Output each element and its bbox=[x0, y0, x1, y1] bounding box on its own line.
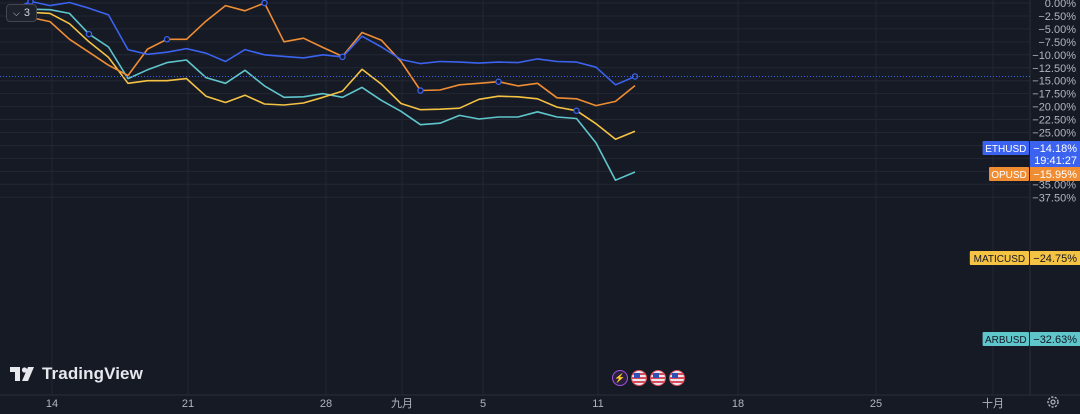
series-value-label: −15.95% bbox=[1033, 169, 1077, 181]
us-flag-icon[interactable] bbox=[669, 370, 685, 386]
y-tick-label: −10.00% bbox=[1032, 50, 1076, 62]
y-tick-label: −35.00% bbox=[1032, 179, 1076, 191]
y-tick-label: −20.00% bbox=[1032, 102, 1076, 114]
collapse-count: 3 bbox=[23, 7, 30, 19]
y-tick-label: −22.50% bbox=[1032, 115, 1076, 127]
chart-grid bbox=[0, 0, 1030, 395]
series-line-ethusd bbox=[10, 0, 636, 86]
tradingview-logo[interactable]: TradingView bbox=[10, 364, 143, 384]
x-tick-label: 25 bbox=[870, 398, 882, 410]
data-marker bbox=[85, 30, 93, 38]
x-tick-label: 11 bbox=[592, 398, 603, 410]
data-marker bbox=[631, 73, 639, 80]
data-marker bbox=[163, 36, 171, 43]
series-markers bbox=[7, 0, 639, 114]
tradingview-logo-text: TradingView bbox=[42, 364, 143, 383]
price-label-opusd: OPUSD −15.95% bbox=[989, 167, 1080, 181]
series-name-label: MATICUSD bbox=[974, 254, 1025, 265]
y-tick-label: −2.50% bbox=[1038, 11, 1076, 23]
series-line-maticusd bbox=[10, 7, 636, 140]
price-label-maticusd: MATICUSD −24.75% bbox=[969, 251, 1080, 265]
gear-icon[interactable] bbox=[1046, 395, 1060, 409]
y-tick-label: −37.50% bbox=[1032, 192, 1076, 204]
us-flag-icon[interactable] bbox=[650, 370, 666, 386]
y-tick-label: −17.50% bbox=[1032, 89, 1076, 101]
data-marker bbox=[339, 53, 346, 61]
data-marker bbox=[573, 107, 580, 114]
y-tick-label: −7.50% bbox=[1038, 37, 1076, 49]
series-value-label: −24.75% bbox=[1033, 253, 1077, 265]
series-lines bbox=[10, 0, 636, 181]
x-tick-label: 5 bbox=[480, 398, 486, 410]
series-name-label: OPUSD bbox=[991, 170, 1027, 181]
economic-events: ⚡ bbox=[612, 370, 685, 386]
us-flag-icon[interactable] bbox=[631, 370, 647, 386]
y-tick-label: −12.50% bbox=[1032, 63, 1076, 75]
tradingview-logo-icon bbox=[10, 367, 34, 381]
price-label-arbusd: ARBUSD −32.63% bbox=[982, 332, 1080, 346]
y-tick-label: −5.00% bbox=[1038, 24, 1076, 36]
price-label-ethusd: ETHUSD −14.18%19:41:27 bbox=[982, 141, 1080, 167]
series-line-opusd bbox=[10, 2, 636, 107]
x-tick-label: 21 bbox=[182, 398, 194, 410]
series-value-label: −14.18% bbox=[1033, 143, 1077, 155]
chevron-down-icon: ⌵ bbox=[13, 7, 20, 18]
y-tick-label: −15.00% bbox=[1032, 76, 1076, 88]
series-value-label: −32.63% bbox=[1033, 334, 1077, 346]
y-tick-label: −25.00% bbox=[1032, 128, 1076, 140]
data-marker bbox=[495, 78, 502, 85]
x-tick-label: 18 bbox=[732, 398, 744, 410]
series-line-arbusd bbox=[10, 6, 636, 181]
series-name-label: ARBUSD bbox=[985, 335, 1027, 346]
lightning-icon[interactable]: ⚡ bbox=[612, 370, 628, 386]
data-marker bbox=[261, 0, 268, 7]
collapse-legend-button[interactable]: ⌵ 3 bbox=[6, 4, 37, 22]
time-scale[interactable]: 14 21 28 九月 5 11 18 25 十月 bbox=[46, 396, 1004, 410]
data-marker bbox=[417, 87, 424, 94]
x-tick-label: 十月 bbox=[982, 396, 1004, 410]
x-tick-label: 28 bbox=[320, 398, 332, 410]
countdown-time-label: 19:41:27 bbox=[1034, 155, 1077, 167]
series-name-label: ETHUSD bbox=[985, 144, 1026, 155]
series-price-labels: ETHUSD −14.18%19:41:27 OPUSD −15.95% MATICUS… bbox=[969, 141, 1080, 346]
x-tick-label: 14 bbox=[46, 398, 58, 410]
x-tick-label: 九月 bbox=[391, 397, 413, 410]
y-tick-label: 0.00% bbox=[1045, 0, 1076, 10]
